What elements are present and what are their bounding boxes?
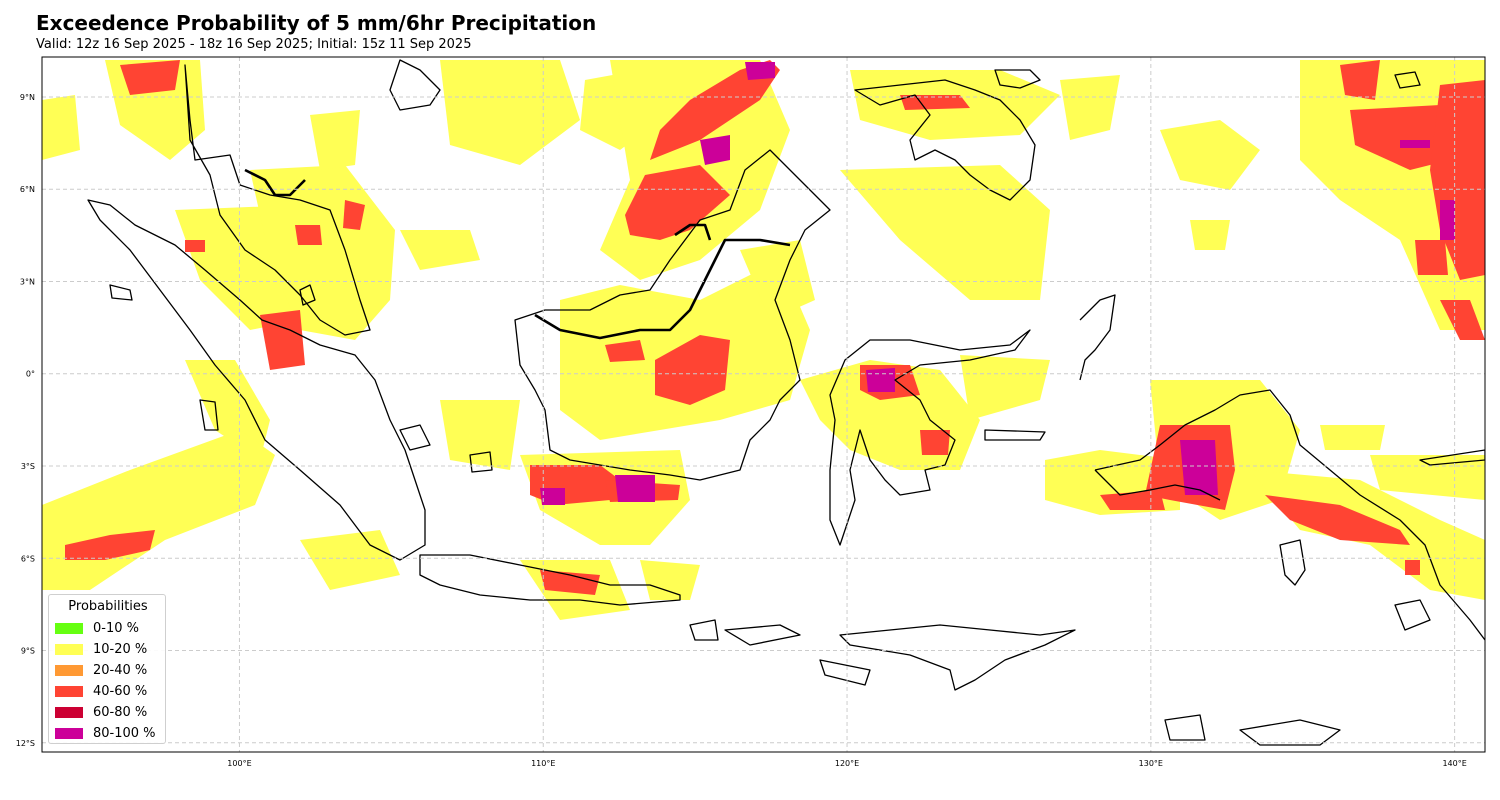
lat-tick-label: 3°S xyxy=(21,462,35,471)
coastlines xyxy=(87,59,1485,746)
legend-swatch xyxy=(55,622,83,634)
legend-item: 40-60 % xyxy=(55,682,147,700)
legend-item: 80-100 % xyxy=(55,724,156,742)
lon-tick-label: 120°E xyxy=(835,759,859,768)
lat-tick-labels: 9°N 6°N 3°N 0° 3°S 6°S 9°S 12°S xyxy=(16,93,35,748)
lon-tick-label: 100°E xyxy=(227,759,251,768)
lon-tick-label: 140°E xyxy=(1442,759,1466,768)
legend-swatch xyxy=(55,706,83,718)
lat-tick-label: 6°N xyxy=(20,185,35,194)
legend-label: 20-40 % xyxy=(93,662,148,678)
lat-tick-label: 9°S xyxy=(21,647,35,656)
lat-tick-label: 9°N xyxy=(20,93,35,102)
legend-title: Probabilities xyxy=(68,599,148,614)
lat-tick-label: 3°N xyxy=(20,277,35,286)
lat-tick-label: 6°S xyxy=(21,554,35,563)
legend-item: 10-20 % xyxy=(55,640,147,658)
legend-item: 20-40 % xyxy=(55,661,147,679)
legend: Probabilities 0-10 % 10-20 % 20-40 % 40-60 … xyxy=(48,594,166,744)
legend-item: 60-80 % xyxy=(55,703,147,721)
gridlines xyxy=(42,57,1485,752)
legend-label: 0-10 % xyxy=(93,620,139,636)
legend-swatch xyxy=(55,643,83,655)
lat-tick-label: 12°S xyxy=(16,739,35,748)
lon-tick-label: 130°E xyxy=(1139,759,1163,768)
legend-swatch xyxy=(55,727,83,739)
legend-label: 80-100 % xyxy=(93,725,156,741)
legend-item: 0-10 % xyxy=(55,619,139,637)
legend-label: 60-80 % xyxy=(93,704,148,720)
prob-field-10-20 xyxy=(42,60,1485,620)
legend-swatch xyxy=(55,664,83,676)
lat-tick-label: 0° xyxy=(26,370,35,379)
lon-tick-label: 110°E xyxy=(531,759,555,768)
prob-field-80-100 xyxy=(540,62,1455,505)
chart-title: Exceedence Probability of 5 mm/6hr Preci… xyxy=(36,11,597,35)
chart-subtitle: Valid: 12z 16 Sep 2025 - 18z 16 Sep 2025… xyxy=(36,37,472,52)
legend-swatch xyxy=(55,685,83,697)
borders xyxy=(244,168,791,340)
lon-tick-labels: 100°E 110°E 120°E 130°E 140°E xyxy=(227,759,1466,768)
legend-label: 10-20 % xyxy=(93,641,148,657)
map-frame xyxy=(41,56,1486,753)
legend-label: 40-60 % xyxy=(93,683,148,699)
